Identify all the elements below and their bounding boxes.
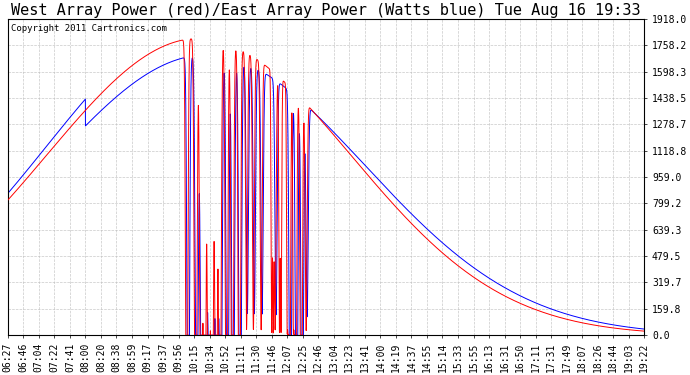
Text: Copyright 2011 Cartronics.com: Copyright 2011 Cartronics.com bbox=[11, 24, 167, 33]
Title: West Array Power (red)/East Array Power (Watts blue) Tue Aug 16 19:33: West Array Power (red)/East Array Power … bbox=[11, 3, 641, 18]
